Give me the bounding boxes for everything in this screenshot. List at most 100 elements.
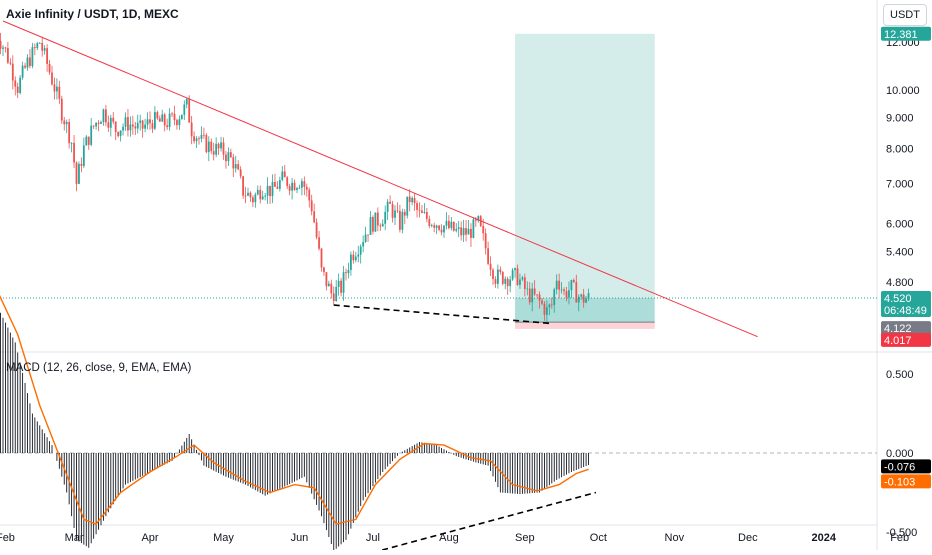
candle-body: [372, 217, 374, 232]
time-tick-label: May: [213, 532, 234, 544]
drawing-layer[interactable]: [2, 20, 758, 555]
candle-body: [531, 288, 534, 303]
candle-body: [477, 216, 480, 221]
candle-body: [455, 228, 458, 231]
candle-body: [347, 269, 350, 274]
candle-body: [4, 47, 7, 49]
candle-body: [396, 210, 399, 212]
candle-body: [399, 210, 401, 230]
candle-body: [7, 48, 9, 63]
last-price-badge-text: 06:48:49: [884, 305, 927, 317]
candle-body: [183, 104, 186, 115]
candle-body: [523, 277, 526, 289]
candle-body: [369, 217, 372, 235]
candle-body: [374, 212, 377, 232]
candle-body: [278, 180, 281, 189]
candle-body: [227, 152, 230, 162]
candle-body: [384, 211, 387, 224]
candle-body: [254, 194, 257, 203]
candle-body: [570, 279, 573, 291]
time-tick-label: Oct: [590, 532, 607, 544]
candle-body: [58, 86, 61, 99]
candle-body: [472, 219, 475, 238]
candle-body: [109, 117, 112, 128]
candle-body: [381, 223, 384, 227]
candle-body: [516, 268, 519, 285]
candle-body: [293, 182, 296, 191]
candle-body: [92, 125, 95, 127]
candle-body: [296, 188, 298, 191]
candle-body: [313, 211, 316, 223]
candle-body: [555, 280, 558, 290]
signal-value-badge: [881, 474, 931, 489]
time-tick-label: Mar: [65, 532, 84, 544]
candle-body: [180, 114, 183, 120]
time-tick-label: Feb: [0, 532, 15, 544]
candle-body: [9, 62, 12, 64]
candle-body: [122, 126, 124, 131]
candle-body: [509, 279, 512, 287]
candle-body: [587, 293, 590, 299]
candle-body: [342, 272, 345, 293]
candle-body: [487, 248, 489, 264]
candle-body: [210, 141, 213, 152]
candle-body: [264, 195, 267, 197]
candle-body: [482, 226, 485, 234]
candle-body: [237, 164, 240, 170]
candle-body: [166, 125, 169, 128]
entry-badge: [881, 321, 931, 336]
candle-body: [205, 135, 208, 153]
candle-body: [452, 221, 455, 231]
open-profit-zone: [515, 298, 655, 323]
candle-body: [95, 122, 97, 127]
candle-body: [391, 203, 394, 218]
candle-body: [2, 47, 4, 49]
descending-trendline[interactable]: [2, 20, 758, 338]
candle-body: [261, 196, 264, 200]
candle-body: [21, 65, 24, 78]
candle-body: [85, 136, 88, 146]
currency-button[interactable]: USDT: [883, 4, 927, 26]
candle-body: [425, 212, 428, 219]
time-tick-label: Feb: [890, 532, 909, 544]
candle-body: [195, 138, 198, 142]
candle-body: [87, 136, 90, 145]
candle-body: [73, 142, 75, 163]
macd-value-badge-text: -0.076: [884, 461, 915, 473]
candle-body: [568, 290, 570, 298]
candle-body: [340, 280, 342, 293]
price-tick-label: 4.800: [886, 277, 914, 289]
price-tick-label: 9.000: [886, 112, 914, 124]
macd-support-line[interactable]: [344, 491, 597, 555]
candle-body: [16, 86, 19, 93]
candle-body: [234, 164, 237, 169]
signal-line: [0, 294, 589, 525]
price-support-line[interactable]: [333, 304, 552, 325]
candle-body: [146, 119, 149, 125]
candle-body: [244, 195, 247, 197]
candle-body: [499, 269, 502, 273]
candle-body: [430, 225, 433, 227]
candle-body: [440, 229, 443, 233]
candle-body: [418, 209, 421, 211]
candle-body: [0, 40, 2, 49]
candle-body: [271, 181, 274, 197]
time-tick-label: Jun: [291, 532, 309, 544]
long-position-tool[interactable]: [515, 33, 655, 329]
candle-body: [41, 42, 44, 51]
stop-badge-text: 4.017: [884, 335, 912, 347]
candle-body: [533, 288, 536, 295]
candle-body: [232, 157, 235, 169]
candle-body: [350, 254, 352, 270]
candle-body: [26, 57, 29, 68]
candle-body: [519, 279, 521, 285]
candle-body: [538, 294, 541, 301]
candle-body: [48, 63, 51, 73]
candle-body: [330, 283, 333, 294]
candle-body: [283, 171, 286, 178]
candle-body: [80, 163, 83, 166]
candle-body: [286, 177, 289, 187]
candle-body: [107, 122, 110, 128]
